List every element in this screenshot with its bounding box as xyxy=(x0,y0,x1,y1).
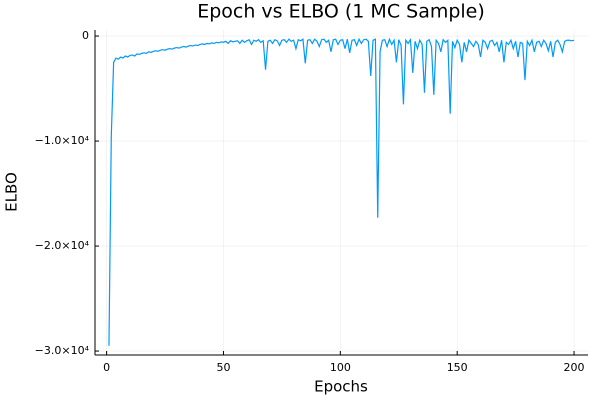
x-tick-label: 100 xyxy=(330,361,351,374)
y-tick-label: −3.0×10⁴ xyxy=(35,344,90,357)
y-tick-label: −1.0×10⁴ xyxy=(35,134,90,147)
line-series xyxy=(108,37,575,346)
x-tick-label: 200 xyxy=(564,361,585,374)
x-tick-label: 0 xyxy=(103,361,110,374)
x-tick-label: 50 xyxy=(216,361,230,374)
x-axis-label: Epochs xyxy=(314,378,368,396)
chart-title: Epoch vs ELBO (1 MC Sample) xyxy=(197,1,485,23)
y-tick-label: 0 xyxy=(82,29,89,42)
y-tick-label: −2.0×10⁴ xyxy=(35,239,90,252)
y-axis-label: ELBO xyxy=(3,172,21,212)
x-tick-label: 150 xyxy=(447,361,468,374)
